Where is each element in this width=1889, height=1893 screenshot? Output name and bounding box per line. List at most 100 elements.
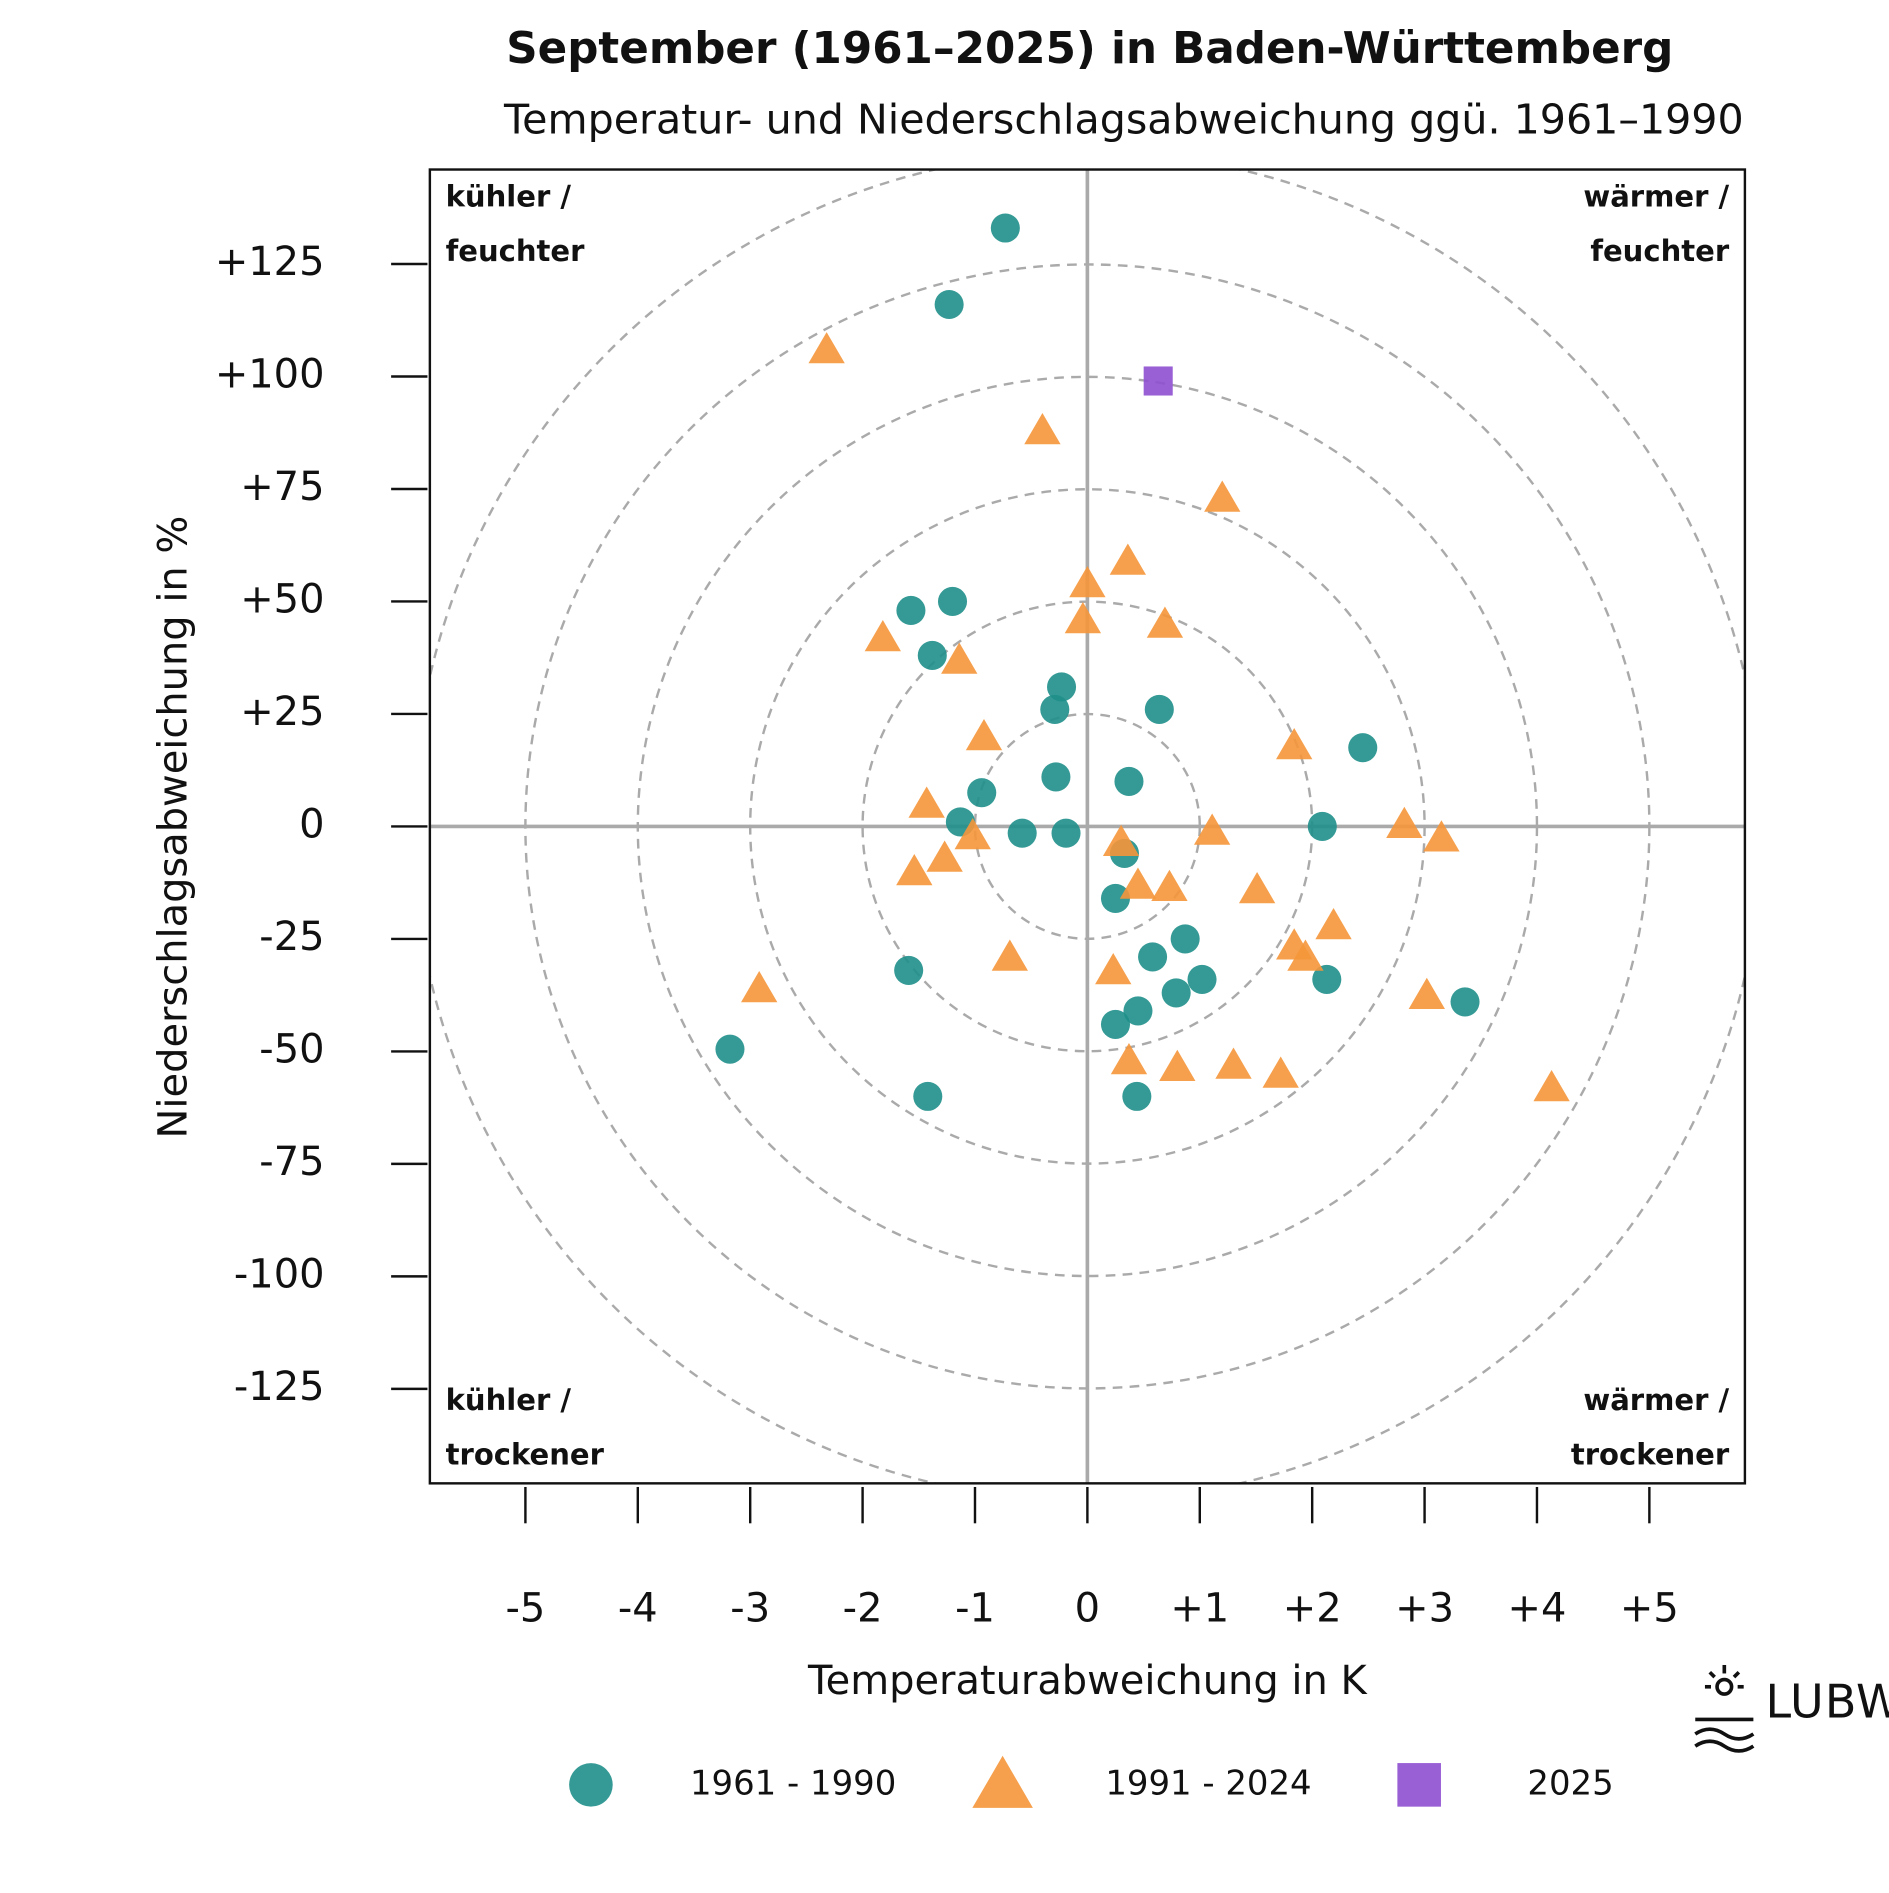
point: [941, 642, 978, 674]
point: [1312, 964, 1342, 994]
point: [908, 786, 945, 818]
point: [1315, 907, 1352, 940]
point: [1144, 694, 1174, 724]
y-tick-label: -125: [234, 1364, 325, 1410]
point: [1215, 1047, 1252, 1079]
x-axis-label: Temperaturabweichung in K: [807, 1658, 1368, 1704]
y-axis-label: Niederschlagsabweichung in %: [151, 516, 197, 1139]
point: [1146, 606, 1184, 638]
point: [1122, 1081, 1152, 1111]
x-tick-label: 0: [1075, 1585, 1100, 1631]
point: [990, 213, 1020, 243]
quadrant-label: kühler /: [446, 180, 572, 214]
y-tick-label: -50: [259, 1026, 324, 1072]
point: [1102, 824, 1140, 856]
point: [937, 586, 968, 616]
x-tick-label: -3: [730, 1585, 770, 1631]
chart-title: September (1961–2025) in Baden-Württembe…: [506, 24, 1673, 74]
point: [1041, 762, 1071, 792]
point: [1533, 1069, 1570, 1102]
point: [1047, 672, 1077, 702]
x-tick-label: -4: [618, 1585, 658, 1631]
point: [896, 853, 933, 886]
point: [894, 955, 924, 985]
x-tick-label: +1: [1170, 1585, 1229, 1631]
legend-marker: [569, 1763, 613, 1807]
legend-label: 1961 - 1990: [690, 1763, 896, 1802]
point: [1159, 1049, 1196, 1081]
quadrant-label: wärmer /: [1583, 180, 1729, 214]
quadrant-labels: kühler / feuchter wärmer / feuchter kühl…: [446, 180, 1730, 1472]
y-tick-label: -75: [259, 1139, 324, 1185]
x-tick-label: -2: [843, 1585, 883, 1631]
plot-area: [429, 169, 1745, 1484]
y-tick-label: -25: [259, 914, 324, 960]
point: [1193, 813, 1231, 845]
point: [864, 620, 901, 652]
point: [1007, 818, 1037, 848]
point: [1262, 1056, 1299, 1088]
point: [1040, 694, 1070, 724]
x-tick-label: +2: [1283, 1585, 1342, 1631]
point: [1095, 952, 1132, 985]
point: [1143, 366, 1173, 396]
quadrant-label: trockener: [446, 1438, 605, 1472]
y-tick-label: +75: [240, 464, 324, 510]
point: [917, 640, 947, 670]
point: [965, 719, 1003, 751]
point: [1110, 1042, 1148, 1075]
logo: [1694, 1664, 1755, 1753]
x-tick-label: +3: [1395, 1585, 1454, 1631]
quadrant-label: feuchter: [446, 234, 585, 268]
legend-label: 2025: [1527, 1763, 1613, 1802]
point: [1408, 977, 1445, 1009]
legend-label: 1991 - 2024: [1105, 1763, 1311, 1802]
point: [1238, 871, 1276, 904]
point: [741, 970, 778, 1003]
point: [1276, 728, 1313, 760]
point: [926, 840, 963, 872]
point: [1287, 939, 1324, 971]
point: [1064, 602, 1102, 634]
y-tick-label: +125: [215, 239, 325, 285]
x-tick-label: +4: [1508, 1585, 1567, 1631]
point: [1100, 883, 1131, 913]
legend-marker: [972, 1755, 1033, 1808]
point: [1423, 820, 1460, 852]
point: [913, 1081, 943, 1111]
point: [1386, 806, 1423, 838]
quadrant-label: wärmer /: [1583, 1383, 1729, 1417]
point: [1450, 987, 1480, 1017]
point: [1170, 924, 1200, 954]
y-tick-label: -100: [234, 1251, 325, 1297]
quadrant-label: feuchter: [1590, 234, 1729, 268]
point: [1204, 480, 1241, 512]
point: [896, 595, 926, 625]
series: [741, 332, 1570, 1102]
point: [1187, 964, 1217, 994]
point: [1114, 766, 1144, 796]
series: [1143, 366, 1173, 396]
point: [1109, 543, 1147, 575]
point: [1100, 1009, 1131, 1039]
point: [991, 939, 1028, 971]
point: [1151, 869, 1188, 901]
logo-text: LUBW: [1765, 1674, 1889, 1728]
point: [808, 332, 845, 364]
quadrant-label: kühler /: [446, 1383, 572, 1417]
y-tick-label: +100: [215, 351, 325, 397]
x-tick-label: -5: [505, 1585, 545, 1631]
point: [934, 289, 964, 320]
quadrant-label: trockener: [1571, 1438, 1730, 1472]
point: [1138, 942, 1168, 972]
point: [715, 1034, 745, 1064]
y-tick-label: +25: [240, 689, 324, 735]
legend-marker: [1397, 1763, 1441, 1807]
point: [954, 817, 991, 850]
point: [1119, 867, 1157, 899]
point: [1024, 413, 1061, 445]
point: [1069, 566, 1106, 598]
x-tick-label: -1: [955, 1585, 995, 1631]
point: [967, 778, 997, 808]
